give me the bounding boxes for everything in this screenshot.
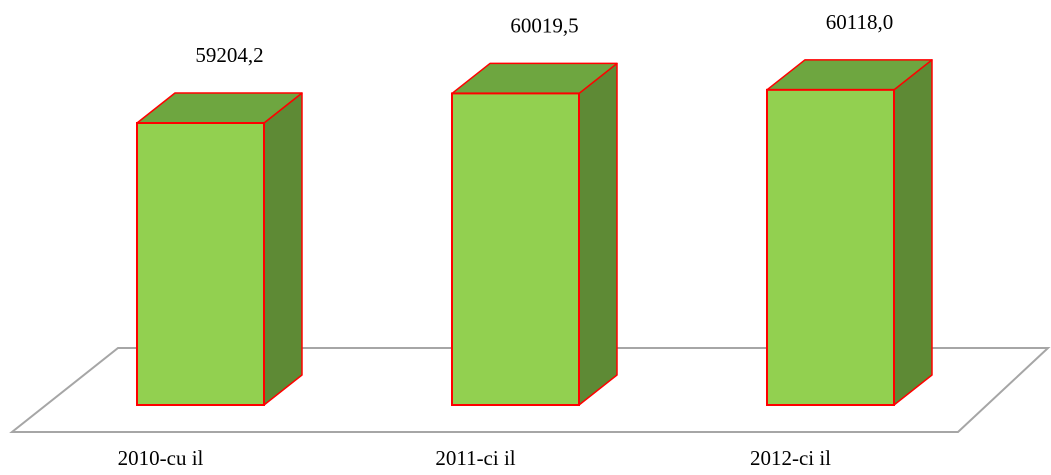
bar-side-face [578,62,618,406]
data-label: 59204,2 [195,43,263,67]
data-label: 60019,5 [510,13,578,37]
x-tick-label: 2011-ci il [435,446,515,470]
bar-2 [451,62,618,407]
bar-front-face [136,122,265,406]
bar-1 [136,92,303,406]
x-tick-label: 2010-cu il [118,446,204,470]
bar-front-face [766,88,895,406]
data-label: 60118,0 [826,10,893,34]
bar-front-face [451,92,580,407]
x-tick-label: 2012-ci il [750,446,831,470]
bar-side-face [893,59,933,406]
chart-floor [9,347,1051,433]
bar-3 [766,59,933,406]
bar-side-face [263,92,303,406]
